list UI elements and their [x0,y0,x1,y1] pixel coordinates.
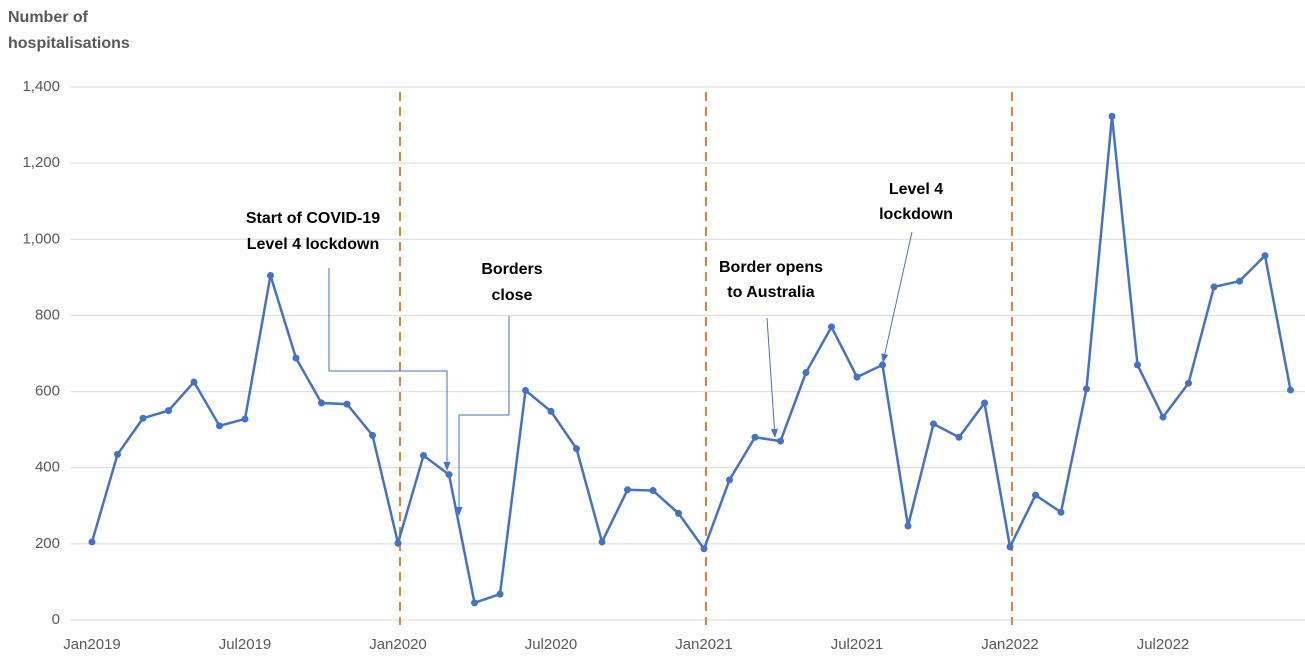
y-tick-label: 1,400 [22,78,60,95]
y-axis-title: hospitalisations [8,35,130,52]
data-point [649,487,657,495]
data-point [828,323,835,331]
data-point [267,271,274,279]
data-point [343,400,351,408]
data-point [1083,385,1090,393]
data-point [394,539,402,547]
x-tick-label: Jan2020 [369,636,427,653]
data-line [90,116,1292,605]
data-point [88,538,96,546]
annotation: Border opens [719,259,823,276]
data-point [751,433,759,441]
data-point [624,486,631,494]
y-tick-label: 0 [52,611,60,628]
x-tick-label: Jul2021 [831,636,884,653]
data-point [369,431,376,439]
annotation: Level 4 [889,181,943,198]
data-point [1057,508,1065,516]
y-tick-label: 1,000 [22,230,60,247]
x-tick-label: Jan2022 [981,636,1039,653]
y-axis-title: Number of [8,9,89,26]
annotation: to Australia [727,284,815,301]
data-point [1159,413,1167,421]
data-point [802,369,810,377]
data-point [114,450,121,458]
data-point [471,599,478,607]
data-point [955,433,963,441]
data-point [190,378,198,386]
data-point [292,354,300,362]
data-point [700,545,708,553]
data-point [1108,112,1116,120]
annotation: Start of COVID-19 [246,210,380,227]
data-point [241,415,249,423]
data-point [1236,277,1243,285]
data-point [1287,386,1294,394]
y-tick-label: 1,200 [22,154,60,171]
data-point [165,407,172,415]
data-point [420,452,427,460]
annotation-arrow [881,231,913,363]
data-point [216,422,223,430]
y-tick-label: 200 [35,535,60,552]
x-tick-label: Jul2019 [219,636,272,653]
data-point [496,590,504,598]
data-point [981,399,988,407]
x-tick-label: Jul2022 [1137,636,1190,653]
annotation: Level 4 lockdown [247,236,379,253]
x-tick-label: Jan2019 [63,636,121,653]
data-point [930,420,937,428]
y-tick-label: 800 [35,306,60,323]
data-point [853,373,861,381]
annotation: close [492,287,533,304]
data-point [598,538,606,546]
data-point [1006,543,1014,551]
data-point [1261,252,1269,260]
x-tick-label: Jan2021 [675,636,733,653]
data-point [445,471,453,479]
data-point [675,509,682,517]
annotation-arrow [766,317,779,438]
data-point [139,414,147,422]
data-point [522,386,529,394]
x-tick-label: Jul2020 [525,636,578,653]
data-point [726,476,733,484]
data-point [1185,379,1192,387]
data-point [1210,283,1218,291]
data-point [547,407,555,415]
data-point [573,445,580,453]
annotation-arrow [328,268,451,471]
data-point [879,361,886,369]
data-point [1134,361,1141,369]
data-point [318,399,325,407]
y-tick-label: 400 [35,459,60,476]
annotation: Borders [481,261,542,278]
data-point [904,522,912,530]
annotation: lockdown [879,206,953,223]
data-point [1032,491,1039,499]
data-point [777,437,784,445]
y-tick-label: 600 [35,383,60,400]
annotation-arrow [455,316,510,516]
